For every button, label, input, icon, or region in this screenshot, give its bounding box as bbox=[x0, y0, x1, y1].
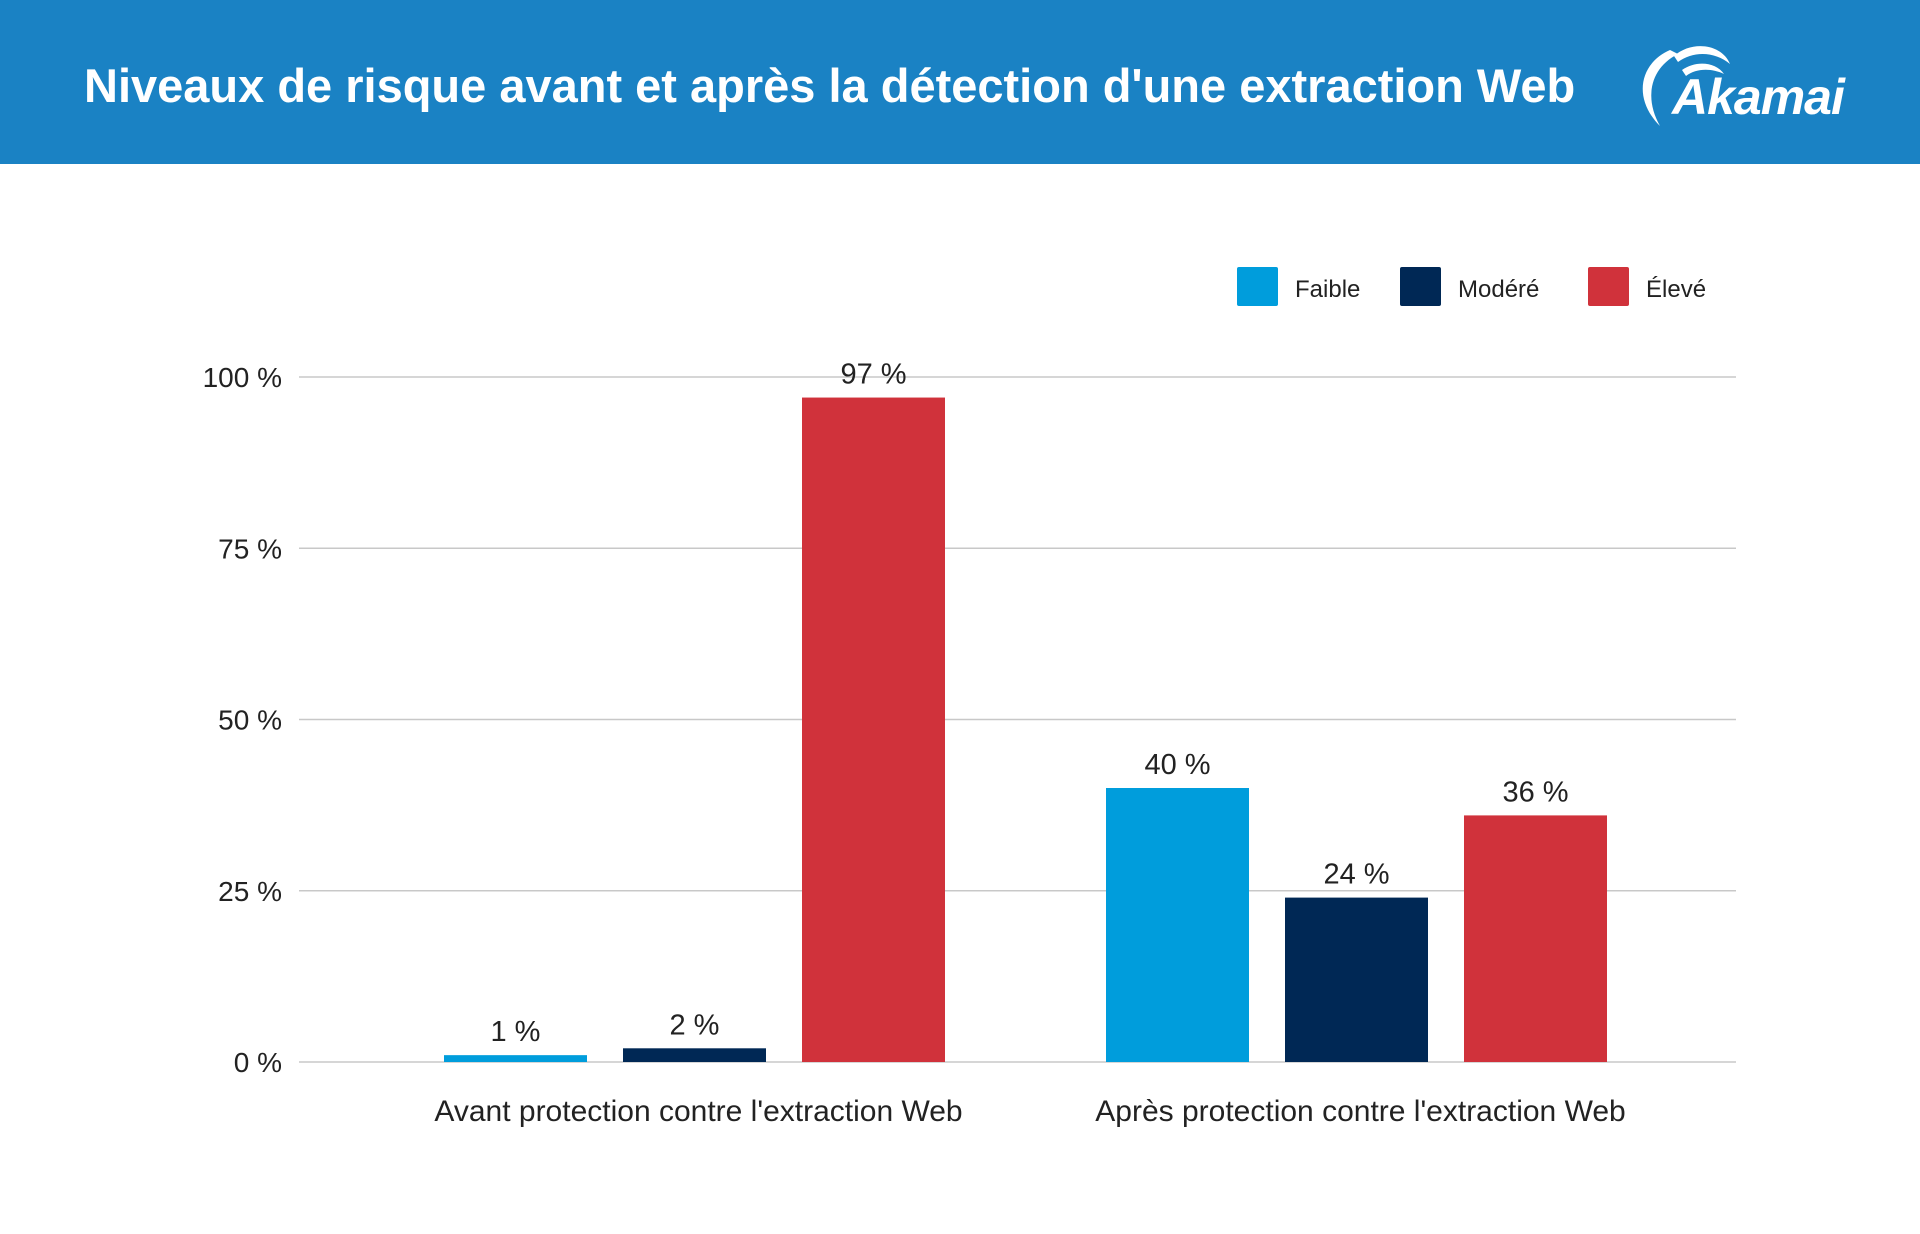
header-banner: Niveaux de risque avant et après la déte… bbox=[0, 0, 1920, 164]
bar-élevé bbox=[802, 397, 945, 1062]
y-tick-label: 75 % bbox=[218, 533, 282, 564]
legend-label: Modéré bbox=[1458, 276, 1539, 303]
akamai-logo: Akamai bbox=[1630, 38, 1850, 133]
data-label: 2 % bbox=[670, 1009, 720, 1041]
data-label: 40 % bbox=[1144, 749, 1210, 781]
chart-title: Niveaux de risque avant et après la déte… bbox=[84, 59, 1576, 112]
legend-swatch-élevé bbox=[1588, 267, 1629, 306]
data-label: 97 % bbox=[840, 359, 906, 391]
x-category-label: Avant protection contre l'extraction Web bbox=[434, 1095, 962, 1128]
bar-faible bbox=[1106, 788, 1249, 1062]
legend-swatch-modéré bbox=[1400, 267, 1441, 306]
data-label: 24 % bbox=[1323, 859, 1389, 891]
logo-text: Akamai bbox=[1672, 69, 1845, 125]
y-tick-label: 0 % bbox=[234, 1047, 282, 1078]
bar-chart: 0 % 25 % 50 % 75 % 100 % 1 % 2 % 97 % Avant prot… bbox=[203, 267, 1736, 1128]
y-tick-label: 100 % bbox=[203, 362, 282, 393]
bar-modéré bbox=[1285, 897, 1428, 1062]
akamai-wave-icon bbox=[1642, 46, 1730, 126]
bar-modéré bbox=[623, 1048, 766, 1062]
data-label: 1 % bbox=[491, 1016, 541, 1048]
y-tick-label: 50 % bbox=[218, 705, 282, 736]
legend-swatch-faible bbox=[1237, 267, 1278, 306]
data-label: 36 % bbox=[1502, 776, 1568, 808]
y-tick-label: 25 % bbox=[218, 876, 282, 907]
x-category-label: Après protection contre l'extraction Web bbox=[1095, 1095, 1625, 1128]
bar-faible bbox=[444, 1055, 587, 1062]
bar-élevé bbox=[1464, 815, 1607, 1062]
legend-label: Élevé bbox=[1646, 276, 1706, 303]
legend-label: Faible bbox=[1295, 276, 1360, 303]
